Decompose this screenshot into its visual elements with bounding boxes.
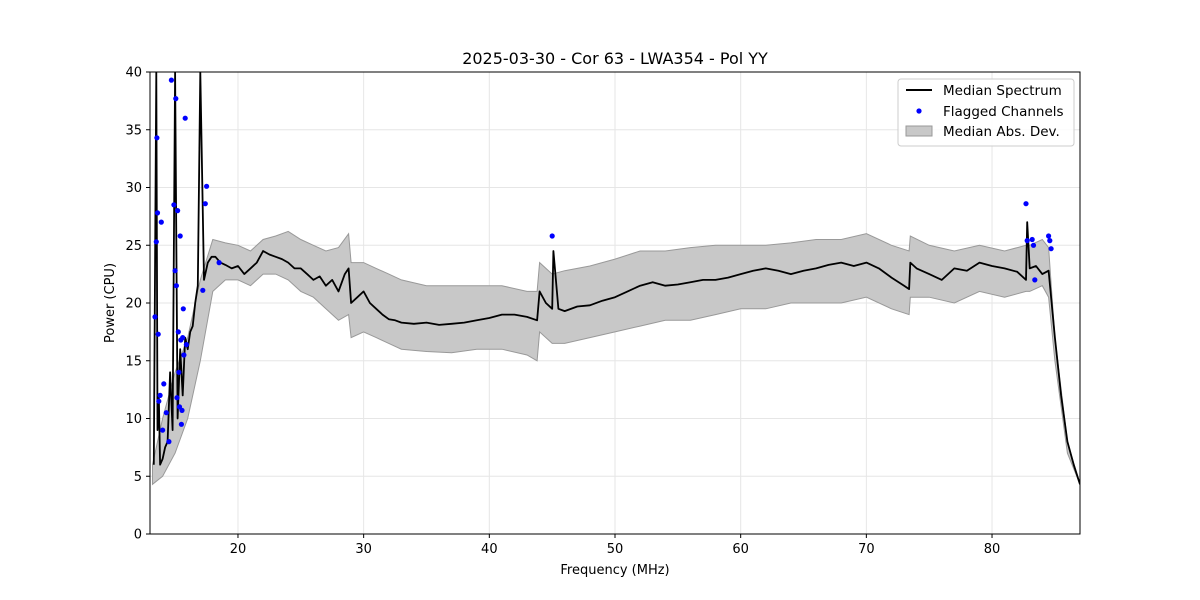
x-tick-label: 40 — [481, 542, 498, 557]
flagged-channel-point — [1024, 238, 1030, 244]
legend-band-swatch — [905, 125, 933, 137]
flagged-channel-point — [176, 369, 182, 375]
flagged-channel-point — [175, 208, 181, 214]
flagged-channel-point — [161, 381, 167, 387]
flagged-channel-point — [216, 260, 222, 266]
flagged-channel-point — [173, 96, 179, 102]
flagged-channel-point — [175, 329, 181, 335]
flagged-channel-point — [178, 421, 184, 427]
flagged-channel-point — [155, 331, 161, 337]
mad-band-area — [152, 230, 1080, 486]
flagged-channel-point — [152, 314, 158, 320]
flagged-channel-point — [160, 427, 166, 433]
y-tick-label: 20 — [125, 297, 142, 312]
flagged-channel-point — [1047, 238, 1053, 244]
flagged-channel-point — [154, 135, 160, 141]
flagged-channel-point — [154, 210, 161, 216]
flagged-points — [152, 77, 1054, 445]
flagged-channel-point — [180, 335, 186, 341]
mad-band — [152, 230, 1080, 486]
flagged-channel-point — [183, 342, 189, 348]
y-tick-label: 25 — [125, 239, 142, 254]
flagged-channel-point — [173, 283, 179, 289]
y-tick-label: 35 — [125, 123, 142, 138]
flagged-channel-point — [163, 410, 169, 416]
flagged-channel-point — [1030, 242, 1037, 248]
flagged-channel-point — [158, 219, 164, 225]
y-tick-label: 5 — [134, 470, 142, 485]
flagged-channel-point — [180, 306, 186, 312]
flagged-channel-point — [181, 352, 187, 358]
y-tick-label: 10 — [125, 412, 142, 427]
x-tick-label: 30 — [355, 542, 372, 557]
legend-dot-swatch — [916, 108, 922, 114]
x-axis-ticks: 20 30 40 50 60 70 80 — [230, 534, 1001, 557]
y-tick-label: 30 — [125, 181, 142, 196]
legend-label-median: Median Spectrum — [943, 83, 1062, 99]
flagged-channel-point — [172, 268, 178, 274]
legend-box — [897, 78, 1075, 147]
flagged-channel-point — [156, 398, 162, 404]
flagged-channel-point — [166, 439, 172, 445]
y-tick-label: 15 — [125, 354, 142, 369]
legend-label-flagged: Flagged Channels — [943, 104, 1064, 120]
flagged-channel-point — [200, 287, 206, 293]
y-axis-label: Power (CPU) — [103, 263, 118, 343]
x-tick-label: 50 — [607, 542, 624, 557]
y-axis-ticks: 0 5 10 15 20 25 30 35 40 — [125, 66, 150, 543]
median-line — [152, 72, 1080, 485]
legend-label-mad: Median Abs. Dev. — [943, 124, 1060, 140]
flagged-channel-point — [171, 202, 177, 208]
flagged-channel-point — [157, 392, 163, 398]
chart-title: 2025-03-30 - Cor 63 - LWA354 - Pol YY — [462, 49, 768, 68]
flagged-channel-point — [153, 239, 159, 245]
y-tick-label: 40 — [125, 66, 142, 81]
flagged-channel-point — [177, 233, 183, 239]
flagged-channel-point — [549, 233, 555, 239]
flagged-channel-point — [1029, 236, 1035, 243]
flagged-channel-point — [1032, 277, 1038, 283]
y-tick-label: 0 — [134, 528, 142, 543]
x-tick-label: 80 — [984, 542, 1001, 557]
median-spectrum-line — [152, 72, 1080, 485]
flagged-channel-point — [174, 395, 180, 401]
flagged-channel-point — [1046, 233, 1052, 239]
flagged-channel-point — [1023, 201, 1029, 207]
flagged-channel-point — [1048, 246, 1054, 252]
legend: Median Spectrum Flagged Channels Median … — [897, 78, 1075, 147]
flagged-channel-point — [179, 407, 185, 413]
flagged-channel-point — [202, 201, 208, 207]
x-axis-label: Frequency (MHz) — [560, 563, 669, 578]
x-tick-label: 60 — [732, 542, 749, 557]
flagged-channel-point — [204, 183, 210, 189]
x-tick-label: 20 — [230, 542, 247, 557]
flagged-channel-point — [168, 77, 174, 83]
flagged-channel-point — [182, 115, 188, 121]
x-tick-label: 70 — [858, 542, 875, 557]
